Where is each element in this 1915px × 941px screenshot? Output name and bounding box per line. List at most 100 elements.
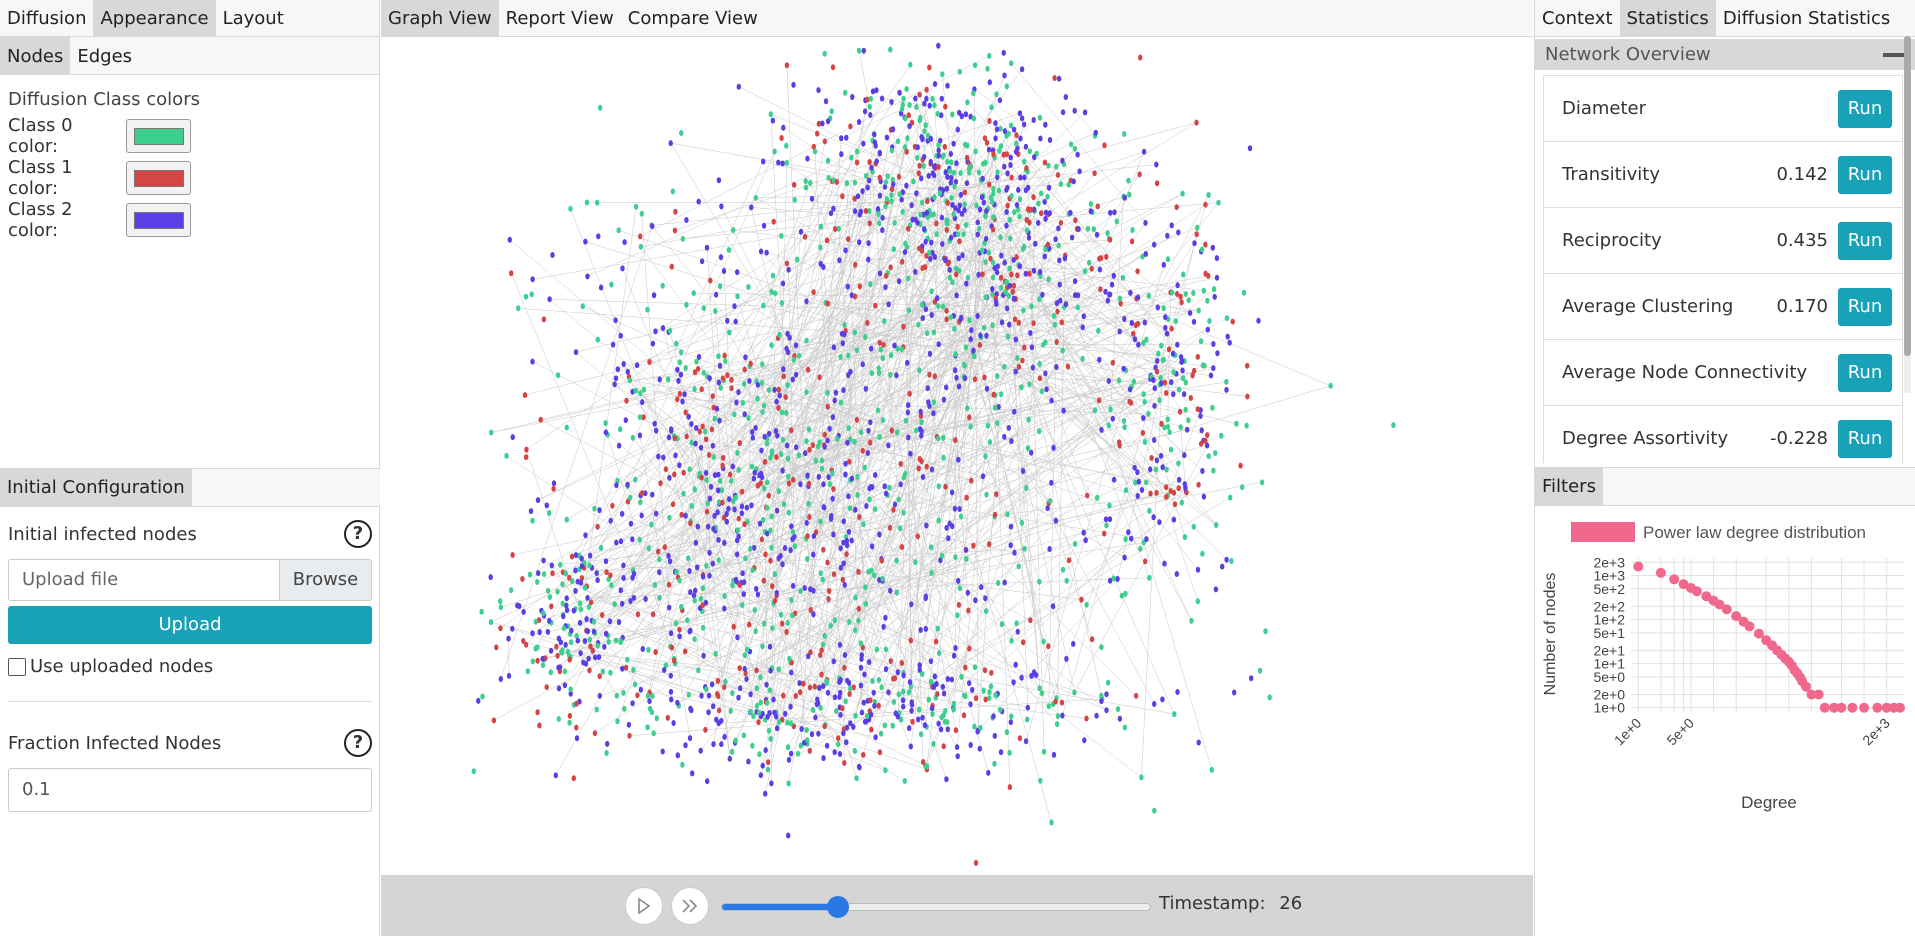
graph-node [1152, 437, 1157, 443]
run-button[interactable]: Run [1838, 287, 1892, 326]
graph-node [1009, 60, 1014, 67]
tab-layout[interactable]: Layout [222, 8, 284, 29]
collapse-icon[interactable] [1883, 52, 1905, 57]
use-uploaded-checkbox[interactable] [8, 657, 26, 676]
tab-diffusion-statistics[interactable]: Diffusion Statistics [1722, 8, 1891, 29]
play-icon[interactable] [625, 887, 663, 925]
graph-node [876, 702, 881, 709]
graph-node [579, 575, 585, 581]
class-1-color-picker[interactable] [126, 161, 191, 195]
graph-node [959, 210, 965, 217]
graph-node [952, 505, 958, 512]
graph-node [874, 646, 879, 653]
timestamp-slider[interactable] [721, 896, 1151, 918]
graph-node [996, 403, 1001, 410]
graph-node [883, 646, 889, 653]
graph-node [1161, 261, 1166, 268]
run-button[interactable]: Run [1838, 419, 1892, 458]
tab-statistics[interactable]: Statistics [1619, 0, 1716, 36]
stat-value: 0.435 [1776, 230, 1828, 251]
class-0-color-picker[interactable] [126, 119, 191, 153]
run-button[interactable]: Run [1838, 155, 1892, 194]
tab-nodes[interactable]: Nodes [0, 37, 71, 74]
graph-node [917, 367, 922, 374]
graph-node [900, 697, 906, 704]
tab-report-view[interactable]: Report View [505, 8, 614, 29]
graph-node [844, 180, 850, 187]
upload-file-input[interactable]: Upload file Browse [8, 559, 372, 601]
help-icon[interactable]: ? [344, 729, 372, 757]
graph-node [1141, 415, 1146, 421]
graph-node [761, 402, 767, 409]
slider-thumb[interactable] [826, 896, 849, 918]
browse-button[interactable]: Browse [279, 560, 371, 600]
graph-node [828, 210, 834, 217]
fast-forward-icon[interactable] [671, 887, 709, 925]
graph-node [818, 570, 823, 577]
tab-initial-configuration[interactable]: Initial Configuration [0, 469, 192, 506]
network-overview-header[interactable]: Network Overview [1535, 39, 1915, 70]
graph-node [871, 689, 876, 696]
graph-node [537, 629, 542, 636]
graph-node [904, 182, 909, 189]
graph-node [564, 595, 569, 602]
graph-node [1041, 638, 1046, 645]
graph-node [833, 226, 838, 232]
graph-node [1175, 341, 1180, 348]
graph-node [768, 111, 773, 118]
network-graph-canvas[interactable] [381, 37, 1533, 875]
graph-node [586, 655, 591, 662]
run-button[interactable]: Run [1838, 353, 1892, 392]
tab-filters[interactable]: Filters [1535, 468, 1603, 505]
stats-scrollbar[interactable] [1904, 36, 1911, 393]
graph-node [855, 492, 860, 498]
graph-node [869, 164, 874, 171]
graph-node [1057, 257, 1062, 264]
y-tick-label: 5e+1 [1593, 625, 1625, 641]
upload-button[interactable]: Upload [8, 606, 372, 644]
graph-node [953, 265, 959, 272]
graph-node [1006, 424, 1011, 431]
graph-node [1183, 291, 1188, 297]
graph-node [805, 737, 810, 744]
help-icon[interactable]: ? [344, 520, 372, 548]
tab-appearance[interactable]: Appearance [93, 0, 216, 36]
graph-node [857, 211, 862, 218]
tab-compare-view[interactable]: Compare View [627, 8, 758, 29]
tab-edges[interactable]: Edges [77, 46, 133, 67]
graph-node [1206, 453, 1211, 460]
graph-node [1138, 54, 1143, 61]
graph-node [862, 464, 867, 471]
graph-node [913, 95, 918, 102]
class-2-color-picker[interactable] [126, 203, 191, 237]
tab-context[interactable]: Context [1542, 8, 1613, 29]
graph-node [683, 742, 688, 749]
tab-diffusion[interactable]: Diffusion [7, 8, 87, 29]
run-button[interactable]: Run [1838, 221, 1892, 260]
graph-node [1173, 318, 1178, 325]
upload-placeholder[interactable]: Upload file [22, 569, 119, 590]
graph-node [1011, 679, 1016, 686]
graph-node [868, 419, 873, 426]
graph-node [1026, 416, 1031, 423]
graph-node [1179, 359, 1184, 365]
graph-node [770, 583, 775, 590]
graph-node [1017, 196, 1023, 203]
graph-node [962, 361, 967, 368]
stat-row: Reciprocity 0.435 Run [1543, 207, 1903, 273]
graph-node [769, 513, 774, 520]
fraction-input[interactable]: 0.1 [8, 768, 372, 812]
graph-node [924, 463, 929, 470]
graph-node [757, 520, 763, 527]
graph-node [781, 692, 786, 699]
graph-node [764, 440, 770, 447]
scrollbar-thumb[interactable] [1904, 36, 1911, 356]
tab-graph-view[interactable]: Graph View [381, 0, 499, 36]
graph-node [907, 123, 912, 130]
stat-name: Average Node Connectivity [1562, 362, 1808, 383]
graph-node [1018, 174, 1023, 181]
graph-node [541, 571, 547, 578]
graph-node [1164, 484, 1169, 491]
graph-node [953, 271, 959, 278]
run-button[interactable]: Run [1838, 89, 1892, 128]
